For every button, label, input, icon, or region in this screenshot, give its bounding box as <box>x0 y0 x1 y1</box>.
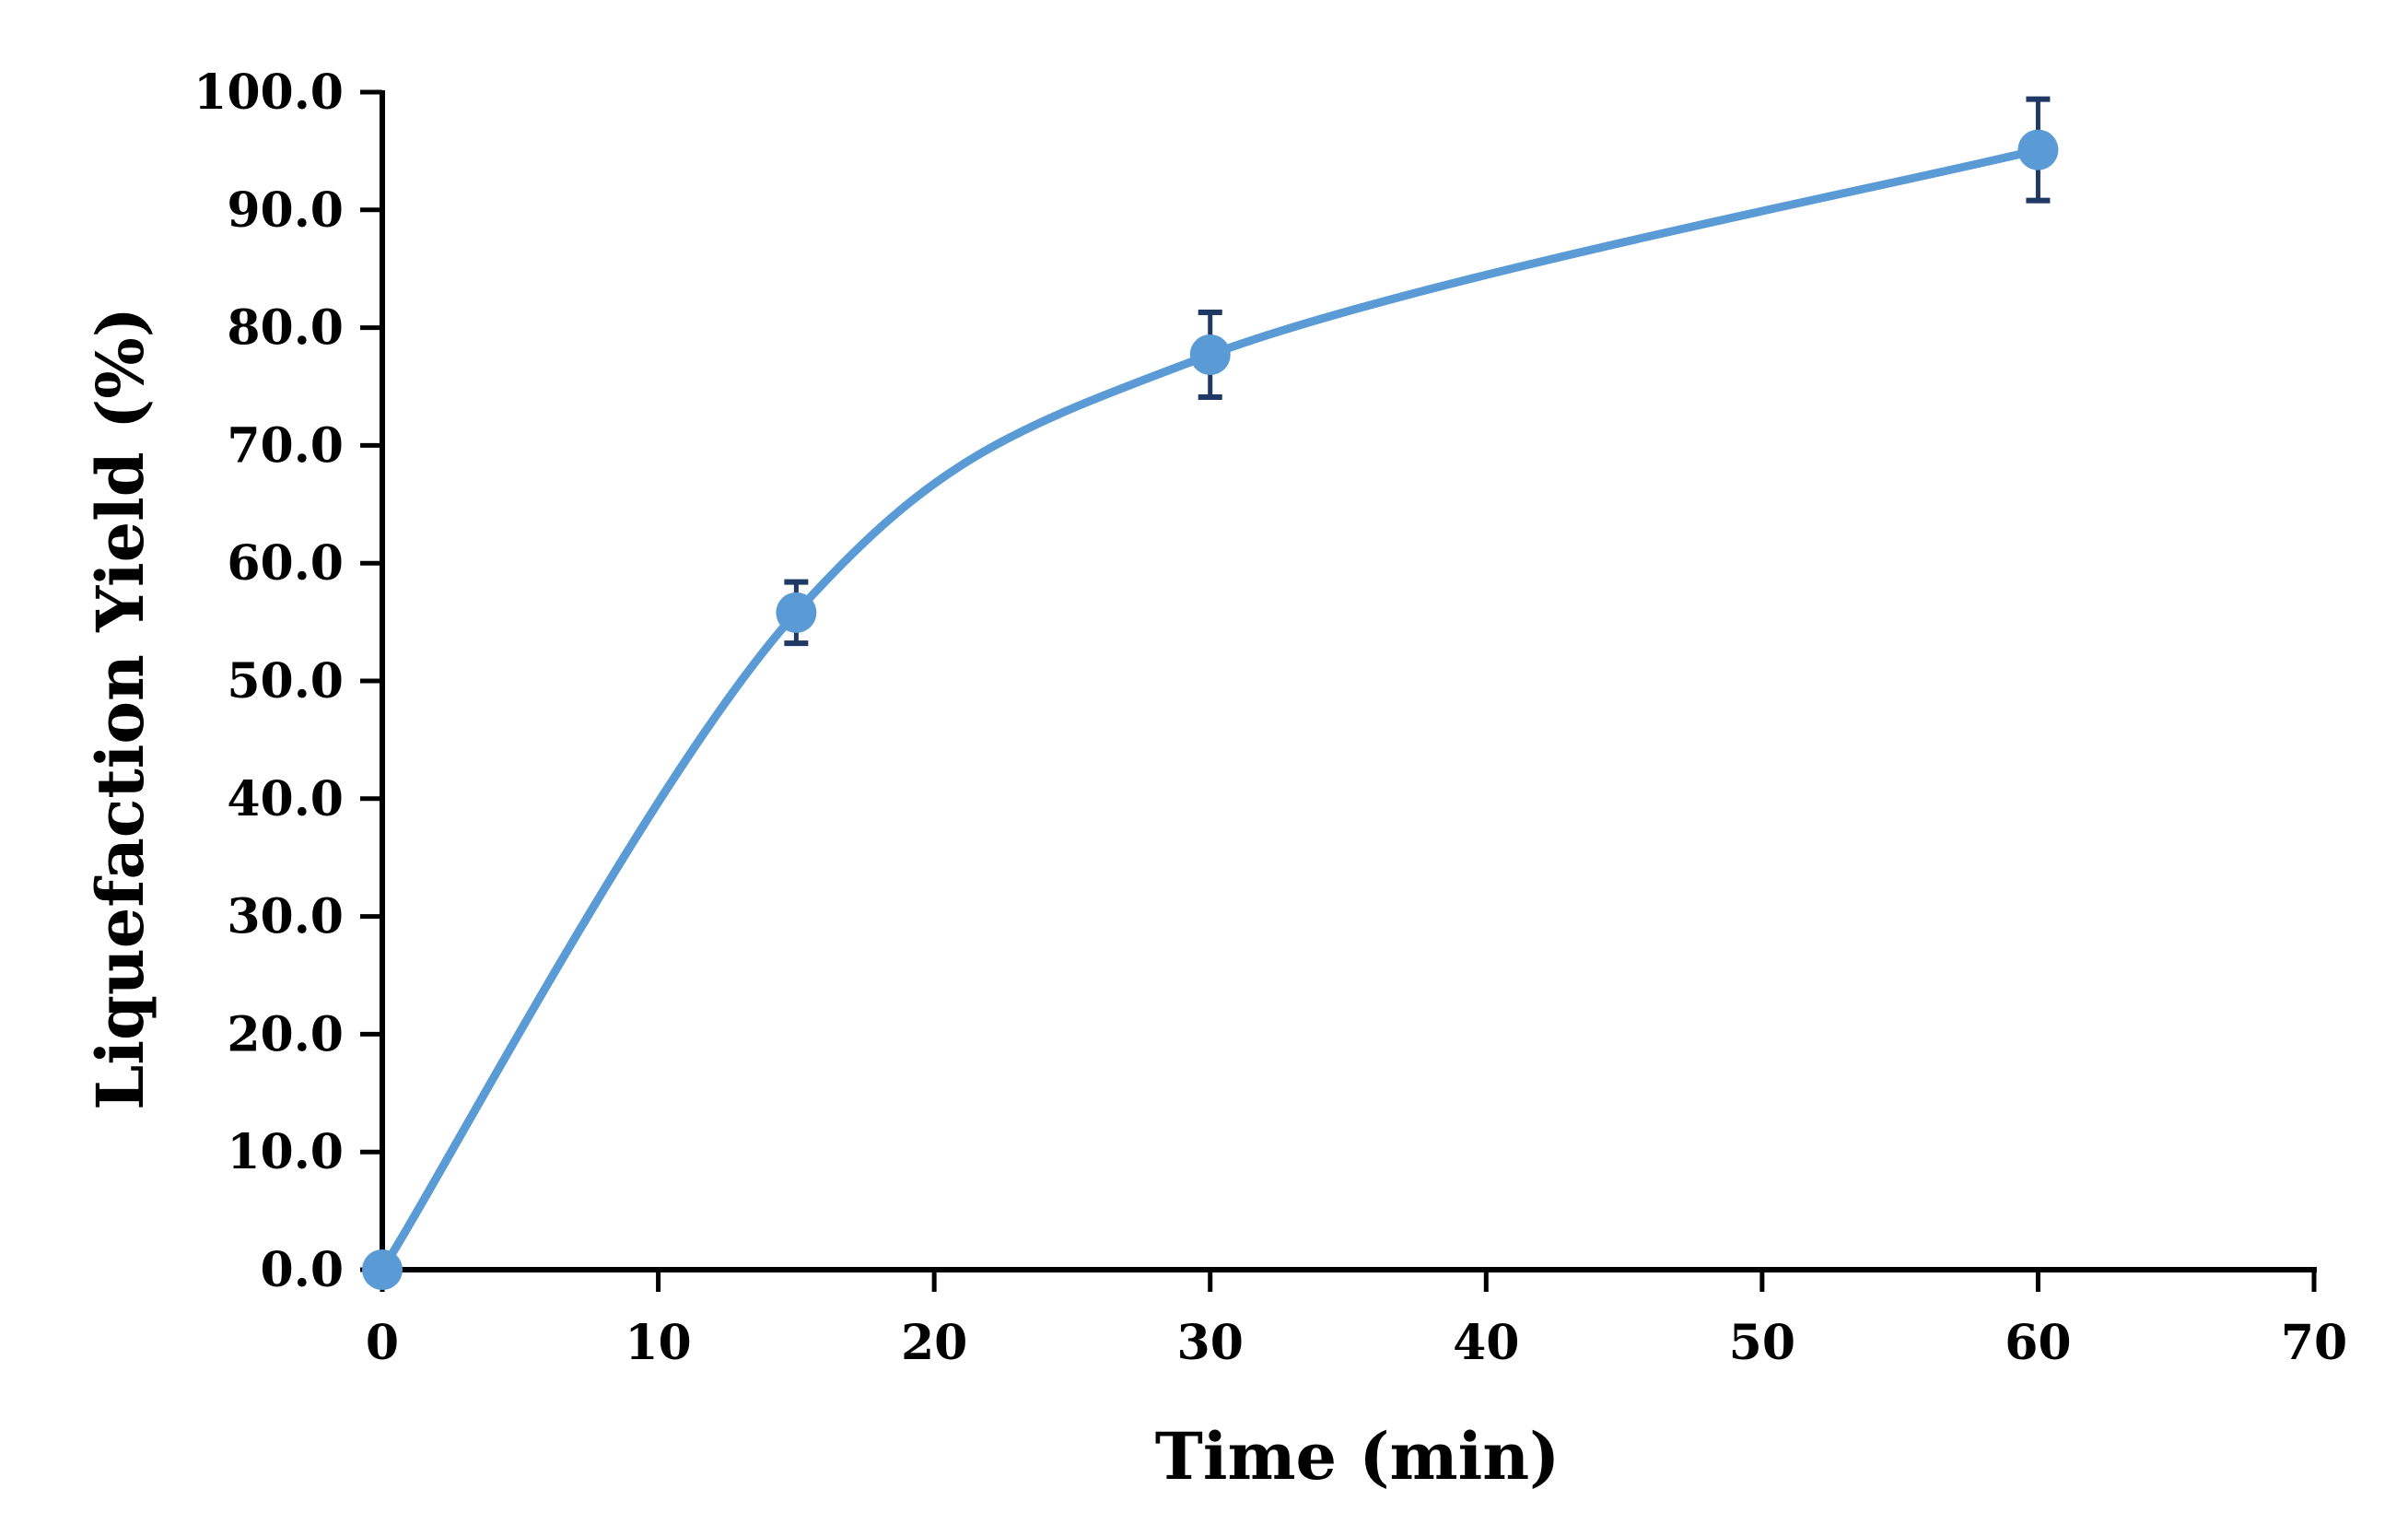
x-tick-label: 30 <box>1177 1315 1244 1371</box>
y-tick-label: 20.0 <box>227 1006 344 1062</box>
x-tick-label: 70 <box>2281 1315 2347 1371</box>
y-tick-label: 70.0 <box>227 417 344 474</box>
y-tick-label: 30.0 <box>227 889 344 945</box>
series-line <box>378 146 2042 1274</box>
x-tick-label: 10 <box>625 1315 691 1371</box>
y-tick-label: 0.0 <box>261 1242 344 1298</box>
y-tick-label: 90.0 <box>227 182 344 239</box>
x-tick-label: 60 <box>2005 1315 2071 1371</box>
y-axis-title: Liquefaction Yield (%) <box>82 307 158 1110</box>
y-tick-label: 50.0 <box>227 653 344 709</box>
data-point <box>2017 129 2059 170</box>
data-point <box>1189 334 1231 375</box>
y-tick-label: 80.0 <box>227 300 344 357</box>
x-tick-label: 40 <box>1453 1315 1519 1371</box>
data-point <box>776 592 817 633</box>
y-tick-label: 100.0 <box>193 64 344 121</box>
axes <box>380 90 2317 1272</box>
series-layer <box>362 96 2059 1290</box>
data-point <box>362 1249 403 1290</box>
x-axis-ticks: 0 10 20 30 40 50 60 70 <box>366 1270 2347 1371</box>
y-tick-label: 10.0 <box>227 1124 344 1180</box>
y-axis-ticks: 0.0 10.0 20.0 30.0 40.0 50.0 60.0 70.0 80.0 90.0 1… <box>193 64 382 1298</box>
x-tick-label: 20 <box>901 1315 967 1371</box>
x-tick-label: 50 <box>1729 1315 1795 1371</box>
y-tick-label: 60.0 <box>227 535 344 592</box>
x-tick-label: 0 <box>366 1315 399 1371</box>
y-tick-label: 40.0 <box>227 771 344 827</box>
x-axis-title: Time (min) <box>1155 1418 1560 1495</box>
